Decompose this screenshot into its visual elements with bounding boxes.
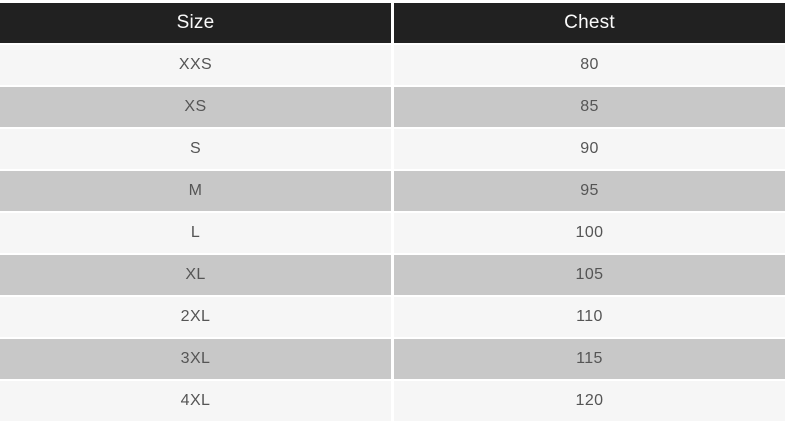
table-cell-size: 2XL xyxy=(0,297,391,337)
table-cell-size: M xyxy=(0,171,391,211)
table-cell-chest: 90 xyxy=(394,129,785,169)
table-cell-chest: 110 xyxy=(394,297,785,337)
table-cell-chest: 120 xyxy=(394,381,785,421)
table-cell-chest: 105 xyxy=(394,255,785,295)
table-cell-size: 4XL xyxy=(0,381,391,421)
table-cell-chest: 95 xyxy=(394,171,785,211)
table-cell-chest: 115 xyxy=(394,339,785,379)
table-cell-size: S xyxy=(0,129,391,169)
column-header-chest: Chest xyxy=(394,3,785,43)
table-cell-size: L xyxy=(0,213,391,253)
table-cell-size: XS xyxy=(0,87,391,127)
table-cell-chest: 85 xyxy=(394,87,785,127)
table-cell-chest: 80 xyxy=(394,45,785,85)
table-cell-chest: 100 xyxy=(394,213,785,253)
table-cell-size: XL xyxy=(0,255,391,295)
table-cell-size: XXS xyxy=(0,45,391,85)
table-cell-size: 3XL xyxy=(0,339,391,379)
column-header-size: Size xyxy=(0,3,391,43)
